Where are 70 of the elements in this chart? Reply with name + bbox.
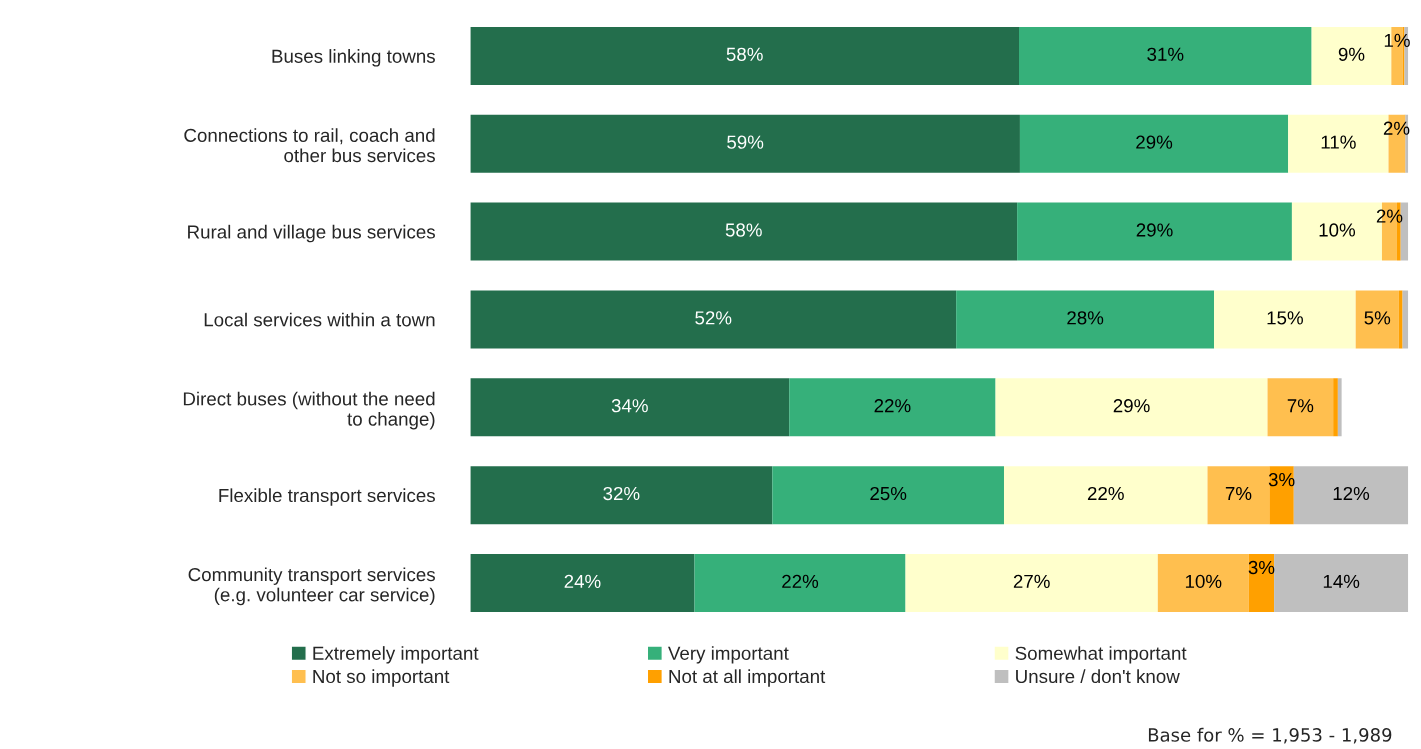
data-label: 22% [782, 574, 819, 588]
bar [789, 378, 996, 437]
data-label: 31% [1147, 47, 1184, 61]
data-label: 12% [1333, 486, 1370, 501]
data-label: 2% [1376, 209, 1403, 223]
bar [1398, 290, 1403, 349]
data-label: 15% [1267, 311, 1303, 325]
y-tick-label: Direct buses (without the need to change) [183, 391, 435, 430]
data-label: 10% [1185, 574, 1222, 589]
data-label: 7% [1225, 486, 1252, 501]
bar [905, 554, 1158, 612]
bar [1355, 290, 1399, 349]
data-label: 11% [1321, 135, 1356, 149]
bar [470, 378, 790, 437]
bar [694, 554, 906, 612]
data-label: 14% [1323, 574, 1360, 588]
y-tick-label: Buses linking towns [272, 49, 435, 67]
data-label: 58% [726, 47, 763, 61]
legend-label: Extremely important [313, 646, 479, 664]
data-label: 29% [1136, 135, 1173, 149]
data-label: 28% [1067, 311, 1104, 325]
legend-label: Somewhat important [1015, 646, 1187, 664]
y-tick-label: Community transport services (e.g. volunteer car service) [188, 567, 435, 606]
bar [1293, 466, 1409, 525]
bar [1337, 378, 1342, 437]
data-label: 10% [1319, 223, 1356, 237]
data-label: 1% [1384, 33, 1410, 47]
data-label: 32% [603, 486, 640, 501]
bar [1003, 466, 1208, 525]
data-label: 5% [1364, 311, 1391, 325]
data-label: 34% [611, 399, 648, 413]
y-tick-label: Connections to rail, coach and other bus services [184, 128, 435, 163]
bar [1333, 378, 1338, 437]
data-label: 29% [1136, 223, 1173, 237]
legend-label: Not at all important [669, 669, 826, 687]
bar [1019, 26, 1312, 85]
bar [1017, 202, 1292, 261]
bar [772, 466, 1004, 525]
data-label: 9% [1338, 47, 1365, 61]
data-label: 59% [727, 135, 764, 149]
legend-label: Unsure / don't know [1016, 669, 1180, 684]
bar [995, 378, 1268, 437]
data-label: 22% [1087, 486, 1124, 501]
bar [470, 114, 1020, 173]
bar [1207, 466, 1270, 525]
legend-label: Not so important [313, 669, 450, 687]
data-label: 27% [1013, 574, 1050, 588]
data-label: 29% [1113, 399, 1150, 413]
legend-label: Very important [668, 646, 789, 664]
data-label: 52% [695, 311, 732, 325]
data-label: 58% [725, 223, 762, 237]
bar [470, 26, 1019, 85]
bar [1274, 554, 1409, 612]
bar [470, 554, 695, 612]
y-tick-label: Flexible transport services [219, 488, 435, 506]
bar [470, 466, 773, 525]
data-label: 22% [874, 399, 911, 413]
data-label: 25% [870, 486, 907, 501]
bar [1157, 554, 1249, 612]
bar [470, 290, 957, 349]
bar [470, 202, 1018, 261]
data-label: 7% [1287, 399, 1314, 413]
bar [956, 290, 1215, 349]
text: Base for % = 1,953 - 1,989 [1148, 727, 1392, 744]
bar [1267, 378, 1334, 437]
bar [1019, 114, 1289, 173]
bar [1214, 290, 1356, 349]
data-label: 24% [564, 574, 601, 588]
y-tick-label: Local services within a town [204, 312, 435, 327]
y-tick-label: Rural and village bus services [188, 224, 435, 243]
